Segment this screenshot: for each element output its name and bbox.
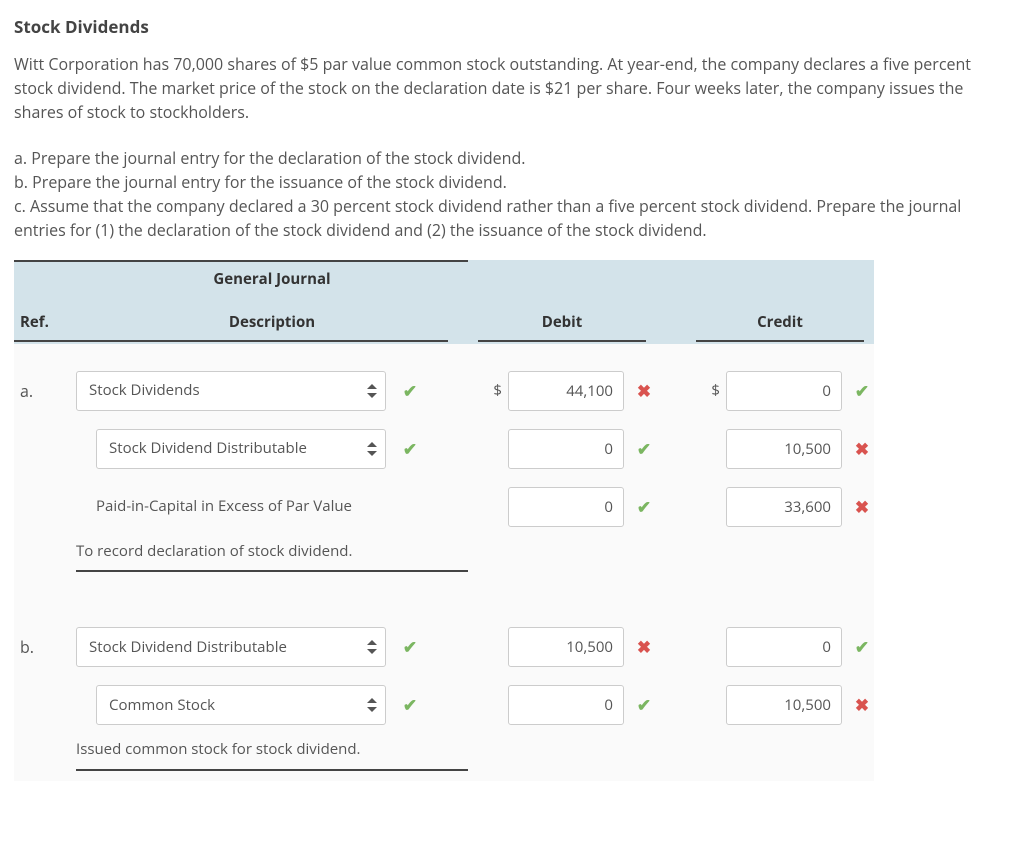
check-icon: ✔ (398, 634, 422, 660)
journal-row: Common Stock ✔ ✔ ✖ (14, 676, 874, 734)
journal-row: Paid-in-Capital in Excess of Par Value ✔ ✖ (14, 478, 874, 536)
col-credit: Credit (686, 311, 874, 334)
sort-icon (367, 698, 377, 712)
check-icon: ✔ (398, 436, 422, 462)
debit-cell: ✔ (468, 685, 656, 725)
description-cell: Paid-in-Capital in Excess of Par Value (76, 495, 468, 518)
check-icon: ✔ (632, 692, 656, 718)
description-cell: Stock Dividend Distributable ✔ (76, 429, 468, 469)
credit-cell: ✖ (686, 429, 874, 469)
account-select[interactable]: Stock Dividend Distributable (96, 429, 386, 469)
ref-cell: a. (14, 379, 76, 403)
sort-icon (367, 384, 377, 398)
account-label: Stock Dividend Distributable (109, 437, 307, 460)
page-title: Stock Dividends (14, 14, 1010, 40)
debit-input[interactable] (508, 371, 624, 411)
sort-icon (367, 640, 377, 654)
part-b: b. Prepare the journal entry for the iss… (14, 170, 1010, 194)
journal-row: a.Stock Dividends✔$✖$✔ (14, 362, 874, 420)
col-debit: Debit (468, 311, 656, 334)
debit-input[interactable] (508, 685, 624, 725)
sort-icon (367, 442, 377, 456)
x-icon: ✖ (632, 378, 656, 404)
debit-input[interactable] (508, 487, 624, 527)
x-icon: ✖ (850, 494, 874, 520)
debit-input[interactable] (508, 627, 624, 667)
check-icon: ✔ (632, 494, 656, 520)
credit-input[interactable] (726, 429, 842, 469)
check-icon: ✔ (398, 692, 422, 718)
credit-cell: ✖ (686, 487, 874, 527)
description-cell: Stock Dividend Distributable ✔ (76, 627, 468, 667)
credit-input[interactable] (726, 487, 842, 527)
account-label: Paid-in-Capital in Excess of Par Value (96, 495, 352, 518)
col-description: Description (76, 311, 468, 334)
col-ref: Ref. (14, 311, 76, 334)
journal-body: a.Stock Dividends✔$✖$✔Stock Dividend Dis… (14, 344, 874, 781)
check-icon: ✔ (398, 378, 422, 404)
credit-input[interactable] (726, 627, 842, 667)
memo-text: To record declaration of stock dividend. (76, 540, 468, 563)
credit-input[interactable] (726, 685, 842, 725)
x-icon: ✖ (632, 634, 656, 660)
memo-text: Issued common stock for stock dividend. (76, 738, 468, 761)
dollar-sign: $ (706, 379, 720, 402)
account-select[interactable]: Common Stock (96, 685, 386, 725)
account-label: Stock Dividend Distributable (89, 636, 287, 659)
part-c: c. Assume that the company declared a 30… (14, 194, 1010, 242)
debit-cell: ✔ (468, 429, 656, 469)
dollar-sign: $ (488, 379, 502, 402)
check-icon: ✔ (632, 436, 656, 462)
description-cell: Common Stock ✔ (76, 685, 468, 725)
debit-cell: ✔ (468, 487, 656, 527)
journal-header: Ref. General Journal Description Debit C… (14, 260, 874, 344)
intro-text: Witt Corporation has 70,000 shares of $5… (14, 52, 1010, 124)
credit-cell: ✔ (686, 627, 874, 667)
account-select[interactable]: Stock Dividend Distributable (76, 627, 386, 667)
check-icon: ✔ (850, 634, 874, 660)
x-icon: ✖ (850, 692, 874, 718)
credit-input[interactable] (726, 371, 842, 411)
ref-cell: b. (14, 635, 76, 659)
account-label: Stock Dividends (89, 379, 200, 402)
general-journal: Ref. General Journal Description Debit C… (14, 260, 874, 781)
debit-cell: $✖ (468, 371, 656, 411)
description-cell: Stock Dividends ✔ (76, 371, 468, 411)
account-label: Common Stock (109, 694, 215, 717)
debit-input[interactable] (508, 429, 624, 469)
account-select[interactable]: Stock Dividends (76, 371, 386, 411)
credit-cell: $✔ (686, 371, 874, 411)
x-icon: ✖ (850, 436, 874, 462)
journal-row: b. Stock Dividend Distributable ✔ ✖ ✔ (14, 618, 874, 676)
journal-row: Stock Dividend Distributable ✔ ✔ ✖ (14, 420, 874, 478)
debit-cell: ✖ (468, 627, 656, 667)
credit-cell: ✖ (686, 685, 874, 725)
part-a: a. Prepare the journal entry for the dec… (14, 146, 1010, 170)
journal-title: General Journal (76, 268, 468, 291)
check-icon: ✔ (850, 378, 874, 404)
